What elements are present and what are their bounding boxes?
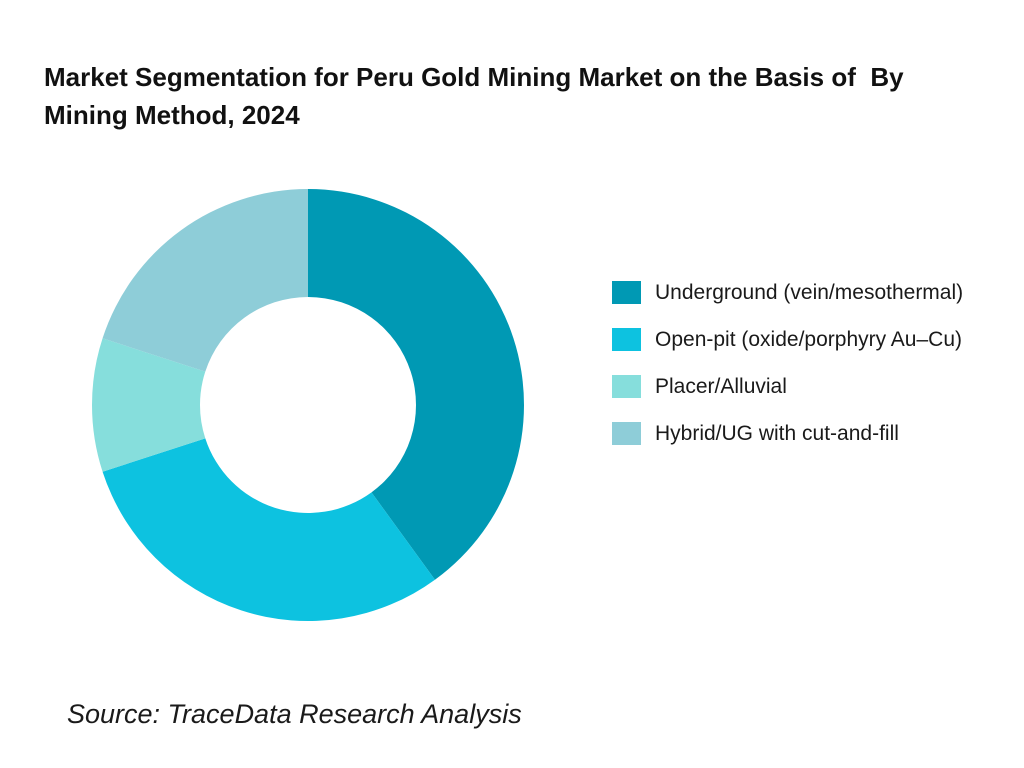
legend-label: Open-pit (oxide/porphyry Au–Cu) [655,327,962,351]
legend-item: Placer/Alluvial [612,372,1024,401]
legend-item: Hybrid/UG with cut-and-fill [612,419,1024,448]
donut-slice-1 [308,189,524,580]
chart-legend: Underground (vein/mesothermal) Open-pit (… [612,278,1024,466]
donut-slices [92,189,524,621]
source-note: Source: TraceData Research Analysis [67,699,522,729]
donut-slice-3 [92,338,206,472]
legend-item: Underground (vein/mesothermal) [612,278,1024,307]
legend-label: Hybrid/UG with cut-and-fill [655,421,899,445]
legend-label: Placer/Alluvial [655,374,787,398]
legend-item: Open-pit (oxide/porphyry Au–Cu) [612,325,1024,354]
legend-swatch [612,281,641,304]
donut-slice-4 [102,189,308,372]
legend-swatch [612,375,641,398]
legend-label: Underground (vein/mesothermal) [655,280,964,304]
legend-swatch [612,422,641,445]
chart-title: Market Segmentation for Peru Gold Mining… [44,62,911,130]
donut-slice-2 [102,438,435,621]
legend-swatch [612,328,641,351]
